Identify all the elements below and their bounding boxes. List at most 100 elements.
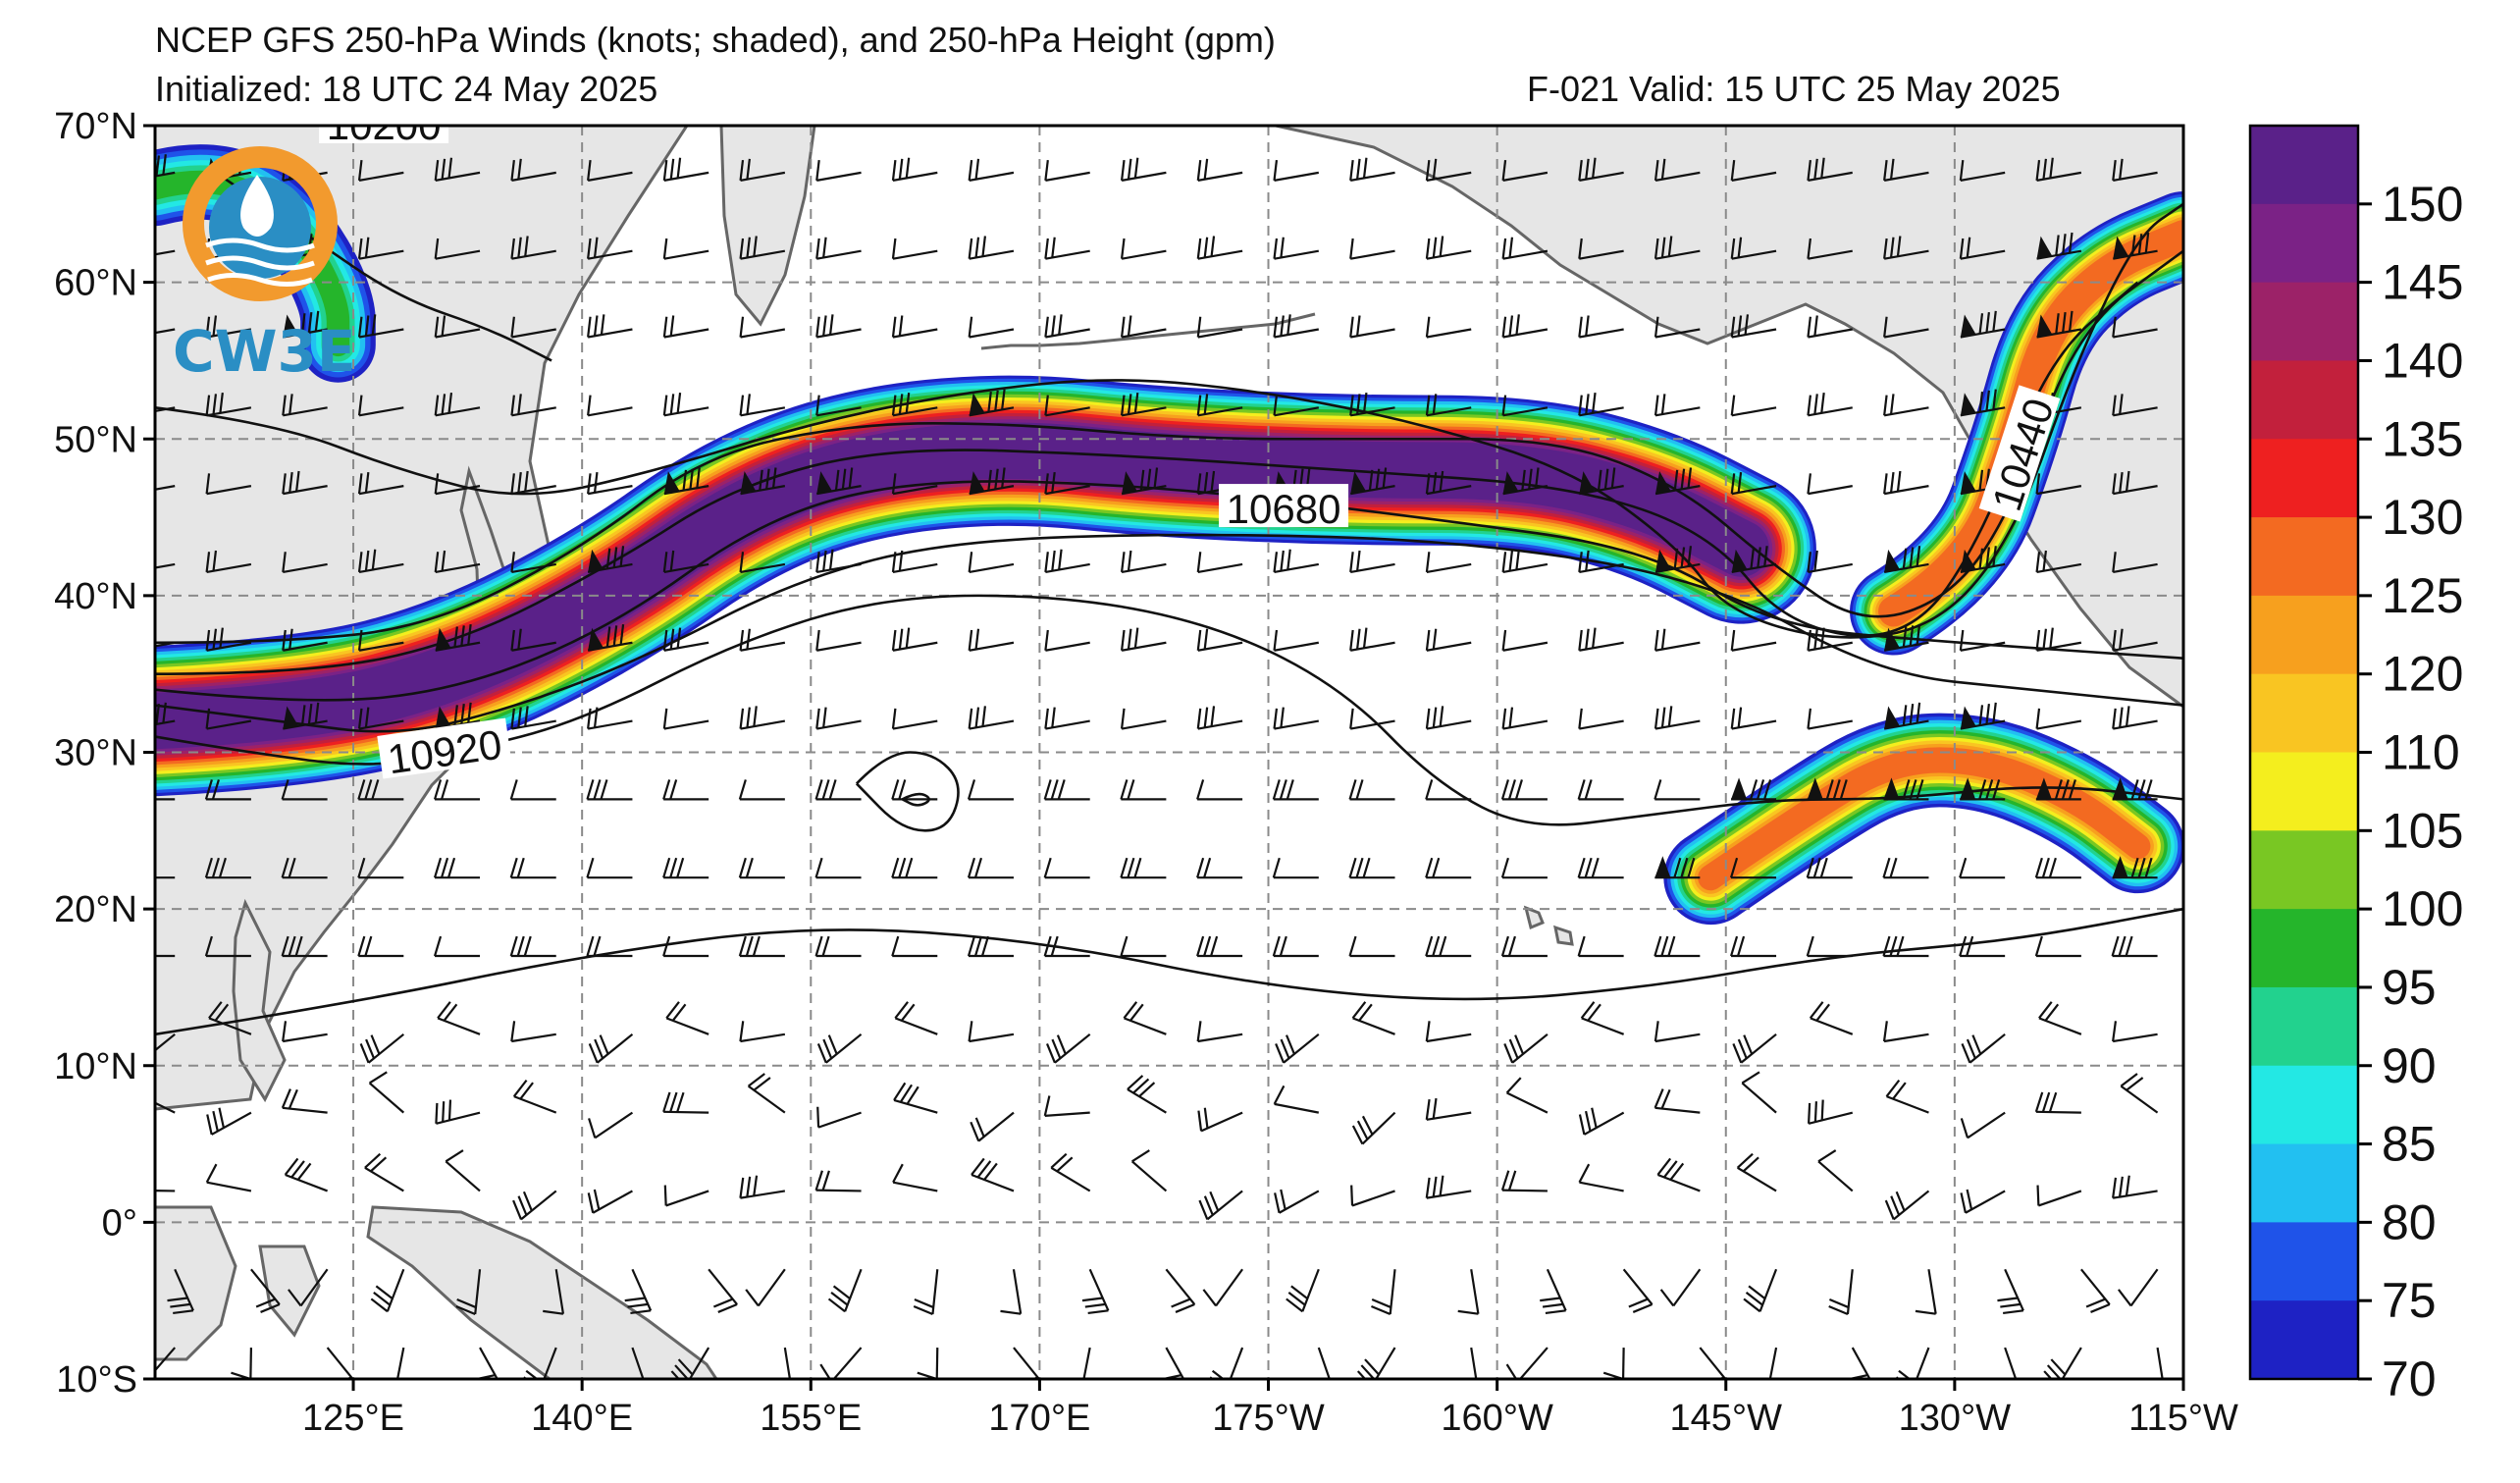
- wind-barb: [288, 1268, 329, 1307]
- wind-barb: [1120, 315, 1167, 339]
- barb-flag: [676, 393, 682, 414]
- barb-flag: [1660, 707, 1666, 728]
- logo-text: CW3E: [173, 318, 356, 385]
- barb-flag: [365, 1038, 376, 1059]
- barb-flag: [519, 1082, 534, 1100]
- barb-flag: [357, 473, 363, 495]
- barb-shaft: [1274, 171, 1319, 182]
- wind-barb: [127, 473, 176, 496]
- barb-shaft: [2129, 1268, 2159, 1307]
- barb-flag: [662, 935, 671, 957]
- tick-label-lon: 130°W: [1899, 1398, 2012, 1439]
- barb-flag: [1528, 468, 1533, 490]
- barb-flag: [1348, 935, 1357, 957]
- barb-flag: [2125, 470, 2130, 492]
- wind-barb: [433, 779, 481, 801]
- barb-flag: [1902, 548, 1908, 569]
- barb-pennant: [588, 549, 604, 572]
- wind-barb: [1458, 1347, 1480, 1396]
- wind-barb: [155, 1189, 176, 1192]
- barb-flag: [1425, 857, 1434, 878]
- barb-flag: [1971, 1034, 1982, 1055]
- barb-shaft: [1044, 1111, 1090, 1117]
- barb-flag: [2054, 779, 2063, 800]
- barb-flag: [1432, 1176, 1438, 1197]
- wind-barb: [2034, 1091, 2081, 1114]
- wind-barb: [434, 157, 481, 182]
- barb-flag: [1356, 394, 1361, 415]
- wind-barb: [204, 857, 251, 879]
- barb-flag: [1730, 395, 1736, 416]
- barb-flag: [586, 935, 595, 957]
- barb-pennant: [2035, 777, 2052, 800]
- wind-barb: [1883, 316, 1929, 339]
- barb-flag: [1081, 1297, 1103, 1302]
- barb-flag: [284, 1157, 299, 1176]
- wind-barb: [662, 550, 709, 574]
- contour-label-10680: 10680: [1219, 484, 1349, 532]
- lat-lon-gridlines: [155, 126, 2183, 1379]
- wind-barb: [1196, 706, 1243, 730]
- barb-flag: [746, 628, 751, 650]
- barb-flag: [1587, 1003, 1601, 1022]
- barb-flag: [1825, 779, 1834, 800]
- wind-barb: [2112, 856, 2158, 879]
- wind-barb: [1127, 1075, 1167, 1114]
- wind-barb: [1741, 1071, 1777, 1114]
- barb-flag: [1425, 395, 1431, 416]
- barb-flag: [1978, 705, 1984, 726]
- barb-flag: [1815, 1003, 1830, 1022]
- wind-barb: [394, 1347, 405, 1379]
- barb-shaft: [740, 328, 786, 339]
- barb-flag: [739, 629, 745, 651]
- barb-flag: [357, 316, 363, 338]
- barb-flag: [1368, 469, 1374, 491]
- barb-pennant: [283, 314, 299, 338]
- wind-barb: [891, 779, 938, 801]
- barb-flag: [1896, 236, 1902, 257]
- barb-flag: [1273, 160, 1279, 182]
- wind-barb: [282, 628, 328, 652]
- barb-flag: [1051, 315, 1056, 337]
- barb-flag: [433, 935, 443, 957]
- barb-flag: [2041, 1091, 2051, 1113]
- barb-flag: [1133, 157, 1139, 179]
- barb-shaft: [684, 1347, 710, 1379]
- barb-flag: [1507, 779, 1516, 800]
- barb-flag: [288, 935, 296, 957]
- barb-flag: [974, 628, 980, 650]
- barb-flag: [1458, 1387, 1479, 1396]
- barb-flag: [2112, 473, 2117, 495]
- barb-flag: [282, 552, 287, 573]
- wind-barb: [1502, 467, 1549, 496]
- barb-flag: [1896, 470, 1902, 492]
- tick-label-lat: 10°S: [56, 1359, 137, 1401]
- barb-flag: [127, 473, 135, 494]
- barb-flag: [662, 708, 668, 729]
- barb-pennant: [1960, 314, 1976, 338]
- barb-flag: [2137, 779, 2146, 800]
- barb-flag: [1273, 552, 1279, 573]
- wind-barb: [357, 314, 404, 339]
- barb-flag: [1909, 547, 1915, 568]
- wind-barb: [1505, 1077, 1549, 1114]
- barb-flag: [739, 238, 745, 259]
- barb-shaft: [1502, 485, 1549, 496]
- barb-shaft: [1579, 719, 1624, 730]
- jet-main: [155, 375, 1816, 797]
- barb-flag: [130, 858, 135, 877]
- barb-flag: [676, 857, 685, 878]
- barb-flag: [898, 158, 904, 180]
- barb-flag: [759, 469, 763, 491]
- barb-shaft: [663, 249, 709, 260]
- barb-flag: [206, 1114, 213, 1136]
- barb-flag: [696, 467, 701, 489]
- wind-barb: [1501, 237, 1549, 260]
- barb-flag: [677, 1358, 694, 1376]
- barb-flag: [1680, 857, 1689, 878]
- barb-flag: [669, 628, 675, 650]
- barb-flag: [357, 708, 363, 729]
- barb-flag: [1507, 935, 1516, 957]
- wind-barb: [510, 706, 556, 730]
- wind-barb: [2035, 550, 2082, 574]
